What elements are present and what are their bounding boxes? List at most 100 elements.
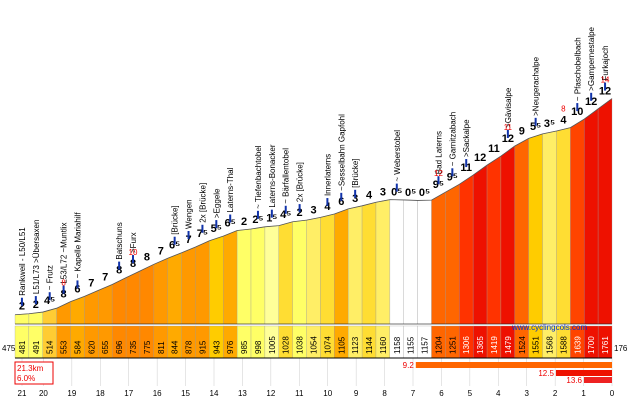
place-label: ~ Tiefenbachtobel <box>254 145 263 209</box>
profile-segment <box>264 225 279 325</box>
gradient-label: 4⁵ <box>44 295 55 307</box>
profile-segment <box>292 219 307 325</box>
elevation-label: 1588 <box>559 336 568 354</box>
gradient-label: 9⁵ <box>447 171 458 183</box>
max-gradient-label: 10 <box>129 248 138 257</box>
summary-gradient: 6.0% <box>17 374 35 383</box>
profile-segment <box>320 213 335 325</box>
km-label: 13 <box>238 389 247 398</box>
summary-distance: 21.3km <box>17 364 44 373</box>
elevation-label: 584 <box>73 340 82 354</box>
gradient-bar <box>583 377 612 383</box>
profile-segment <box>209 235 224 325</box>
max-gradient-label: 14 <box>601 76 610 85</box>
elevation-label: 514 <box>46 340 55 354</box>
elevation-label: 1028 <box>282 336 291 354</box>
profile-outline <box>14 98 613 316</box>
gradient-label: 6⁵ <box>169 240 180 252</box>
gradient-label: 9⁵ <box>433 179 444 191</box>
profile-segment <box>584 108 599 325</box>
elevation-label: 1551 <box>532 336 541 354</box>
gradient-label: 7 <box>102 271 108 283</box>
gradient-bar-label: 12.5 <box>538 369 554 378</box>
place-label: Bad Laterns <box>434 131 443 174</box>
profile-segment <box>361 202 377 325</box>
place-label: >Eggele <box>212 188 221 218</box>
elevation-label: 1204 <box>434 336 443 354</box>
profile-segment <box>528 133 543 325</box>
summary-box <box>14 361 54 385</box>
km-label: 2 <box>553 389 558 398</box>
place-label: 2x [Brücke] <box>198 183 207 223</box>
elevation-label: 553 <box>60 340 69 354</box>
gradient-label: 3 <box>352 193 358 205</box>
elevation-label: 1761 <box>601 336 610 354</box>
place-label: Furkajoch <box>601 45 610 80</box>
gradient-label: 8 <box>61 289 67 301</box>
place-label: ~ Bärfallentobel <box>282 148 291 204</box>
place-label: >Furx <box>129 232 138 253</box>
end-elevation: 1761 <box>614 344 628 353</box>
profile-segment <box>473 164 488 325</box>
km-label: 21 <box>18 389 27 398</box>
elevation-label: 1306 <box>462 336 471 354</box>
profile-segment <box>514 138 529 325</box>
place-label: >Neugerachalpe <box>532 56 541 115</box>
gradient-label: 3 <box>310 204 316 216</box>
gradient-bar <box>415 362 612 368</box>
elevation-label: 1568 <box>546 336 555 354</box>
place-label: ~ Weberstobel <box>393 130 402 182</box>
elevation-label: 1157 <box>421 336 430 354</box>
place-label: ~ Pfaschobelbach <box>573 37 582 101</box>
profile-segment <box>431 191 446 325</box>
km-label: 5 <box>468 389 473 398</box>
gradient-bars: 9.2 12.5 13.6 <box>403 361 612 385</box>
gradient-label: 4 <box>560 115 567 127</box>
profile-segment <box>500 145 515 325</box>
elevation-label: 915 <box>198 340 207 354</box>
km-label: 19 <box>67 389 76 398</box>
elevation-label: 1639 <box>573 336 582 354</box>
elevation-label: 985 <box>240 340 249 354</box>
profile-segment <box>306 217 321 325</box>
profile-segment <box>542 130 557 325</box>
gradient-label: 0⁵ <box>405 187 416 199</box>
place-label: L53/L72 ~Muntlix <box>60 222 69 283</box>
profile-segment <box>250 226 266 325</box>
gradient-bar-label: 9.2 <box>403 361 415 370</box>
gradient-label: 7⁵ <box>197 228 208 240</box>
km-label: 1 <box>581 389 586 398</box>
elevation-label: 1365 <box>476 336 485 354</box>
profile-segment <box>153 258 168 325</box>
elevation-label: 1155 <box>407 336 416 354</box>
elevation-label: 1005 <box>268 336 277 354</box>
profile-segment <box>125 270 141 325</box>
place-label: [Brücke] <box>171 205 180 234</box>
max-gradient-label: 11 <box>504 123 513 132</box>
place-label: ~ Frutz <box>46 265 55 290</box>
start-elevation: 475 <box>2 344 16 353</box>
km-label: 12 <box>266 389 275 398</box>
website-label: www.cyclingcols.com <box>511 323 587 332</box>
elevation-label: 1074 <box>323 336 332 354</box>
elevation-labels: 481 491 514 553 584 620 655 696 735 775 811 844 878 9… <box>14 325 613 359</box>
place-label: Laterns-Thal <box>226 167 235 212</box>
gradient-label: 2 <box>297 207 303 219</box>
elevation-label: 735 <box>129 340 138 354</box>
place-label: Rankweil - L50/L51 <box>18 227 27 296</box>
profile-areas <box>14 98 613 325</box>
elevation-label: 1700 <box>587 336 596 354</box>
elevation-label: 775 <box>143 340 152 354</box>
gradient-label: 2⁵ <box>252 214 263 226</box>
gradient-label: 4 <box>366 189 373 201</box>
gradient-label: 3⁵ <box>544 118 555 130</box>
place-label: Batschuns <box>115 222 124 259</box>
km-label: 14 <box>210 389 219 398</box>
elevation-label: 1160 <box>379 336 388 354</box>
gradient-label: 8 <box>116 265 122 277</box>
place-labels: Rankweil - L50/L51 L51/L73 >Übersaxen ~ Fr… <box>18 26 610 306</box>
place-label: ~Sesselbahn Gapfohl <box>337 114 346 191</box>
profile-segment <box>223 230 238 325</box>
km-label: 15 <box>181 389 190 398</box>
